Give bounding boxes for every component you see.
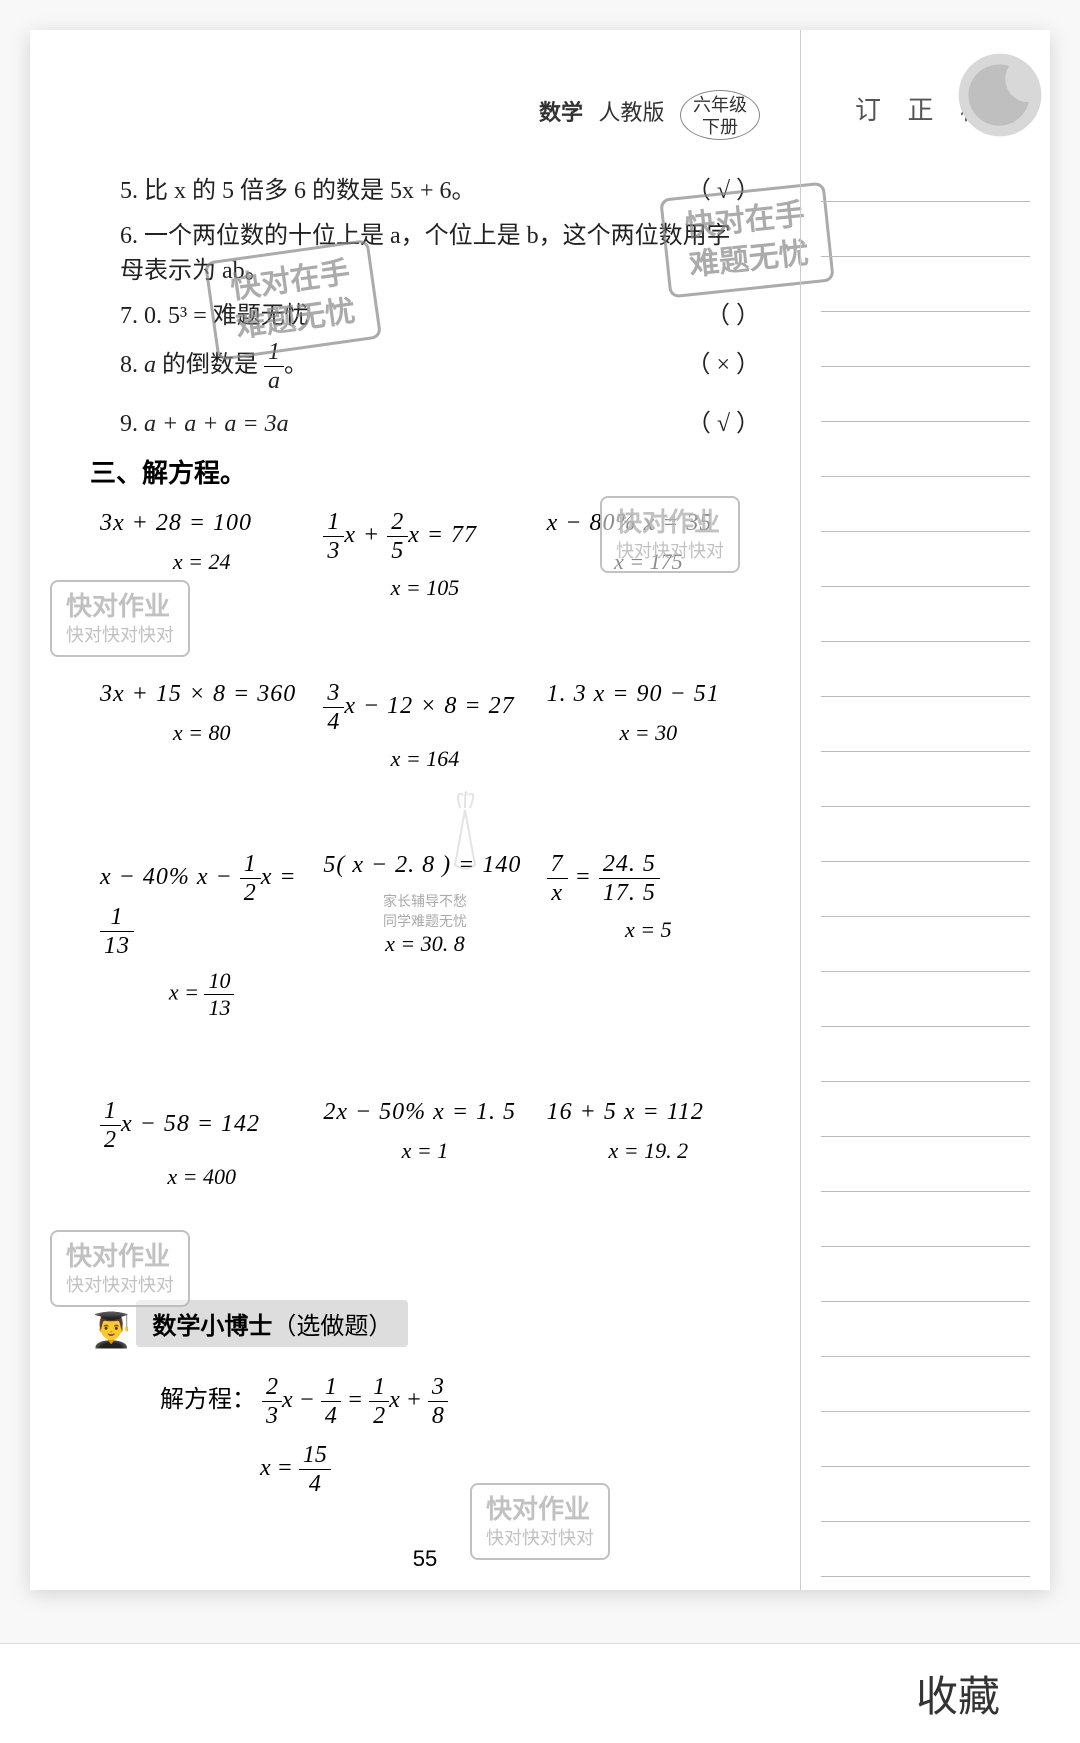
bonus-title: 数学小博士（选做题）	[136, 1300, 408, 1347]
equation-cell: 7x = 24. 517. 5 x = 5	[547, 852, 750, 1019]
watermark-box: 快对作业快对快对快对	[600, 496, 740, 573]
equation-cell: 3x + 15 × 8 = 360 x = 80	[100, 681, 303, 772]
equation-cell: 34x − 12 × 8 = 27 x = 164	[323, 681, 526, 772]
equation-problem: 5( x − 2. 8 ) = 140	[323, 852, 526, 879]
equation-problem: 3x + 15 × 8 = 360	[100, 681, 303, 708]
main-column: 数学 人教版 六年级 下册 5. 比 x 的 5 倍多 6 的数是 5x + 6…	[30, 30, 800, 1590]
tf-mark: （ √ ）	[687, 403, 760, 438]
bottom-toolbar: 收藏	[0, 1643, 1080, 1743]
grade-text: 六年级	[693, 95, 747, 115]
equation-cell: 16 + 5 x = 112 x = 19. 2	[547, 1099, 750, 1190]
bonus-problem: 解方程： 23x − 14 = 12x + 38	[160, 1375, 760, 1428]
equation-answer: x = 400	[100, 1164, 303, 1190]
ruled-line	[821, 1082, 1030, 1137]
ruled-line	[821, 697, 1030, 752]
ruled-lines	[821, 147, 1030, 1577]
ruled-line	[821, 367, 1030, 422]
tf-text: 9. a + a + a = 3a	[120, 411, 289, 438]
equation-answer: x = 24	[100, 549, 303, 575]
night-mode-icon[interactable]	[955, 50, 1045, 140]
equation-cell: 1. 3 x = 90 − 51 x = 30	[547, 681, 750, 772]
equation-cell: 5( x − 2. 8 ) = 140 家长辅导不愁 同学难题无忧 x = 30…	[323, 852, 526, 1019]
equation-problem: 3x + 28 = 100	[100, 510, 303, 537]
tf-mark: （ × ）	[686, 344, 760, 379]
ruled-line	[821, 807, 1030, 862]
equation-problem: 7x = 24. 517. 5	[547, 852, 750, 905]
ruled-line	[821, 202, 1030, 257]
ruled-line	[821, 477, 1030, 532]
volume-text: 下册	[702, 117, 738, 137]
equation-cell: 2x − 50% x = 1. 5 x = 1	[323, 1099, 526, 1190]
equation-answer: x = 30. 8	[323, 931, 526, 957]
bonus-section: 👨‍🎓 数学小博士（选做题） 解方程： 23x − 14 = 12x + 38 …	[90, 1300, 760, 1496]
equation-answer: x = 19. 2	[547, 1138, 750, 1164]
ruled-line	[821, 147, 1030, 202]
tf-text: 5. 比 x 的 5 倍多 6 的数是 5x + 6。	[120, 170, 476, 205]
ruled-line	[821, 1302, 1030, 1357]
section-title: 三、解方程。	[90, 453, 760, 490]
equation-problem: 13x + 25x = 77	[323, 510, 526, 563]
equation-problem: 12x − 58 = 142	[100, 1099, 303, 1152]
ruled-line	[821, 1467, 1030, 1522]
workbook-page: 数学 人教版 六年级 下册 5. 比 x 的 5 倍多 6 的数是 5x + 6…	[30, 30, 1050, 1590]
ruled-line	[821, 1412, 1030, 1467]
equation-answer: x = 1	[323, 1138, 526, 1164]
equation-answer: x = 1013	[100, 970, 303, 1019]
version-label: 人教版	[598, 100, 664, 125]
page-number: 55	[90, 1546, 760, 1572]
ruled-line	[821, 312, 1030, 367]
equation-problem: 34x − 12 × 8 = 27	[323, 681, 526, 734]
ruled-line	[821, 1357, 1030, 1412]
equation-answer: x = 164	[323, 746, 526, 772]
equation-problem: 1. 3 x = 90 − 51	[547, 681, 750, 708]
equation-cell: x − 40% x − 12x = 113 x = 1013	[100, 852, 303, 1019]
page-header: 数学 人教版 六年级 下册	[90, 90, 760, 140]
ruled-line	[821, 1137, 1030, 1192]
equation-problem: 2x − 50% x = 1. 5	[323, 1099, 526, 1126]
ruled-line	[821, 752, 1030, 807]
tf-mark: （ ）	[706, 295, 760, 330]
watermark-box: 快对作业快对快对快对	[50, 1230, 190, 1307]
ruled-line	[821, 1027, 1030, 1082]
watermark-box: 快对作业快对快对快对	[50, 580, 190, 657]
watermark-text: 家长辅导不愁	[323, 891, 526, 911]
equation-answer: x = 80	[100, 720, 303, 746]
carrot-icon	[435, 780, 495, 870]
watermark-box: 快对作业快对快对快对	[470, 1483, 610, 1560]
equation-problem: x − 40% x − 12x = 113	[100, 852, 303, 958]
ruled-line	[821, 642, 1030, 697]
ruled-line	[821, 532, 1030, 587]
equation-problem: 16 + 5 x = 112	[547, 1099, 750, 1126]
equation-answer: x = 105	[323, 575, 526, 601]
tf-item: 9. a + a + a = 3a （ √ ）	[120, 403, 760, 438]
watermark-text: 同学难题无忧	[323, 911, 526, 931]
ruled-line	[821, 587, 1030, 642]
collect-button[interactable]: 收藏	[916, 1663, 1000, 1724]
subject-label: 数学	[539, 100, 583, 125]
equation-answer: x = 5	[547, 917, 750, 943]
ruled-line	[821, 972, 1030, 1027]
equation-grid: 3x + 28 = 100 x = 24 13x + 25x = 77 x = …	[100, 510, 750, 1190]
ruled-line	[821, 917, 1030, 972]
ruled-line	[821, 1247, 1030, 1302]
equation-cell: 13x + 25x = 77 x = 105	[323, 510, 526, 601]
correction-column: 订 正 栏	[800, 30, 1050, 1590]
equation-cell: 12x − 58 = 142 x = 400	[100, 1099, 303, 1190]
equation-answer: x = 30	[547, 720, 750, 746]
ruled-line	[821, 1192, 1030, 1247]
ruled-line	[821, 257, 1030, 312]
grade-badge: 六年级 下册	[680, 90, 760, 140]
ruled-line	[821, 1522, 1030, 1577]
scholar-icon: 👨‍🎓	[90, 1312, 132, 1349]
ruled-line	[821, 422, 1030, 477]
ruled-line	[821, 862, 1030, 917]
